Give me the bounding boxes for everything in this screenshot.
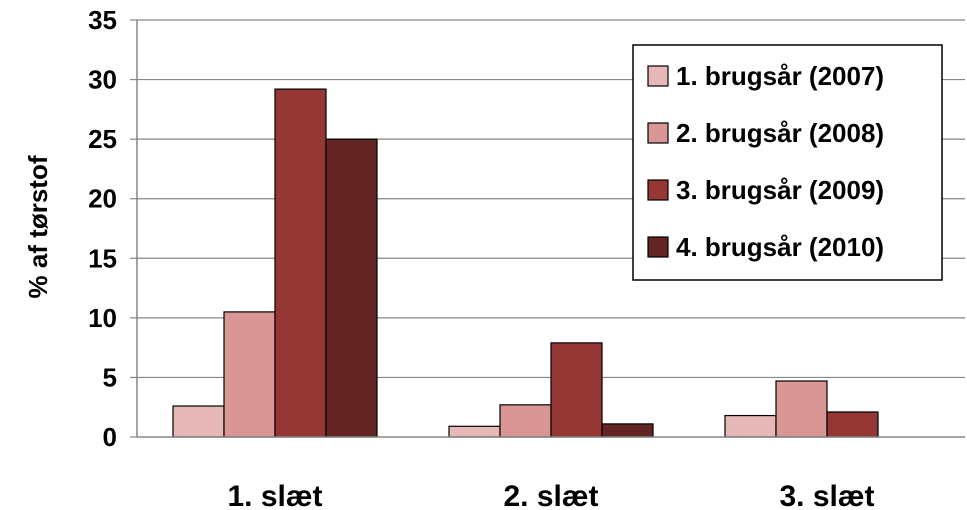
- legend-swatch: [647, 122, 669, 144]
- legend: 1. brugsår (2007) 2. brugsår (2008) 3. bru…: [632, 44, 943, 281]
- y-tick-label: 5: [103, 362, 117, 392]
- legend-label: 4. brugsår (2010): [676, 232, 884, 262]
- y-tick-label: 15: [88, 243, 117, 273]
- bar: [826, 411, 879, 438]
- bar: [274, 88, 327, 438]
- bar: [448, 425, 501, 438]
- bar: [550, 342, 603, 438]
- legend-swatch: [647, 65, 669, 87]
- x-tick-label: 2. slæt: [503, 480, 598, 510]
- legend-swatch: [647, 236, 669, 258]
- x-tick-labels: 1. slæt 2. slæt 3. slæt: [227, 480, 874, 510]
- y-tick-labels: 0 5 10 15 20 25 30 35: [88, 5, 117, 452]
- bar: [499, 404, 552, 438]
- y-tick-label: 0: [103, 422, 117, 452]
- legend-swatch: [647, 179, 669, 201]
- bar: [172, 405, 225, 438]
- bar: [223, 311, 276, 438]
- x-tick-label: 3. slæt: [779, 480, 874, 510]
- bar: [724, 414, 777, 438]
- x-tick-label: 1. slæt: [227, 480, 322, 510]
- legend-label: 2. brugsår (2008): [676, 118, 884, 148]
- bar: [325, 138, 378, 438]
- legend-label: 3. brugsår (2009): [676, 175, 884, 205]
- y-tick-label: 10: [88, 303, 117, 333]
- legend-box: [632, 44, 943, 281]
- y-tick-label: 30: [88, 65, 117, 95]
- y-tick-label: 35: [88, 5, 117, 35]
- legend-label: 1. brugsår (2007): [676, 61, 884, 91]
- bar: [775, 380, 828, 438]
- bars: [172, 88, 879, 438]
- y-tick-label: 20: [88, 184, 117, 214]
- axes: [130, 19, 965, 438]
- y-axis-label: % af tørstof: [23, 155, 53, 298]
- y-tick-label: 25: [88, 124, 117, 154]
- bar: [601, 423, 654, 438]
